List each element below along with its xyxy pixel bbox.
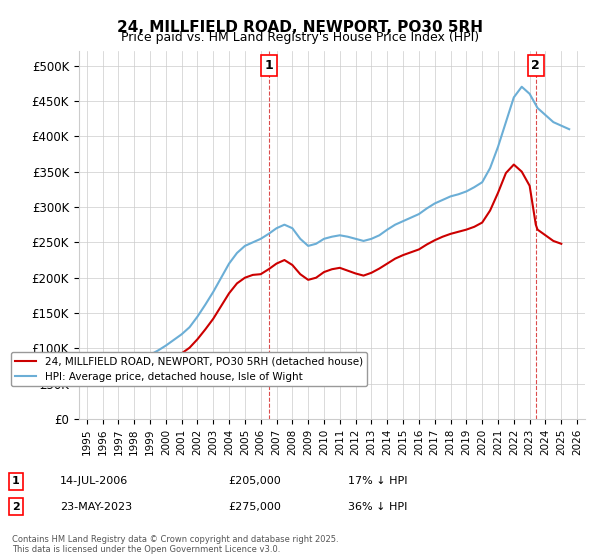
Text: 2: 2 bbox=[12, 502, 20, 512]
Text: 1: 1 bbox=[12, 477, 20, 487]
Text: 1: 1 bbox=[265, 59, 274, 72]
Legend: 24, MILLFIELD ROAD, NEWPORT, PO30 5RH (detached house), HPI: Average price, deta: 24, MILLFIELD ROAD, NEWPORT, PO30 5RH (d… bbox=[11, 352, 367, 386]
Text: 2: 2 bbox=[532, 59, 540, 72]
Text: £275,000: £275,000 bbox=[228, 502, 281, 512]
Text: 36% ↓ HPI: 36% ↓ HPI bbox=[348, 502, 407, 512]
Text: Contains HM Land Registry data © Crown copyright and database right 2025.
This d: Contains HM Land Registry data © Crown c… bbox=[12, 535, 338, 554]
Text: 24, MILLFIELD ROAD, NEWPORT, PO30 5RH: 24, MILLFIELD ROAD, NEWPORT, PO30 5RH bbox=[117, 20, 483, 35]
Text: 23-MAY-2023: 23-MAY-2023 bbox=[60, 502, 132, 512]
Text: 17% ↓ HPI: 17% ↓ HPI bbox=[348, 477, 407, 487]
Text: £205,000: £205,000 bbox=[228, 477, 281, 487]
Text: 14-JUL-2006: 14-JUL-2006 bbox=[60, 477, 128, 487]
Text: Price paid vs. HM Land Registry's House Price Index (HPI): Price paid vs. HM Land Registry's House … bbox=[121, 31, 479, 44]
